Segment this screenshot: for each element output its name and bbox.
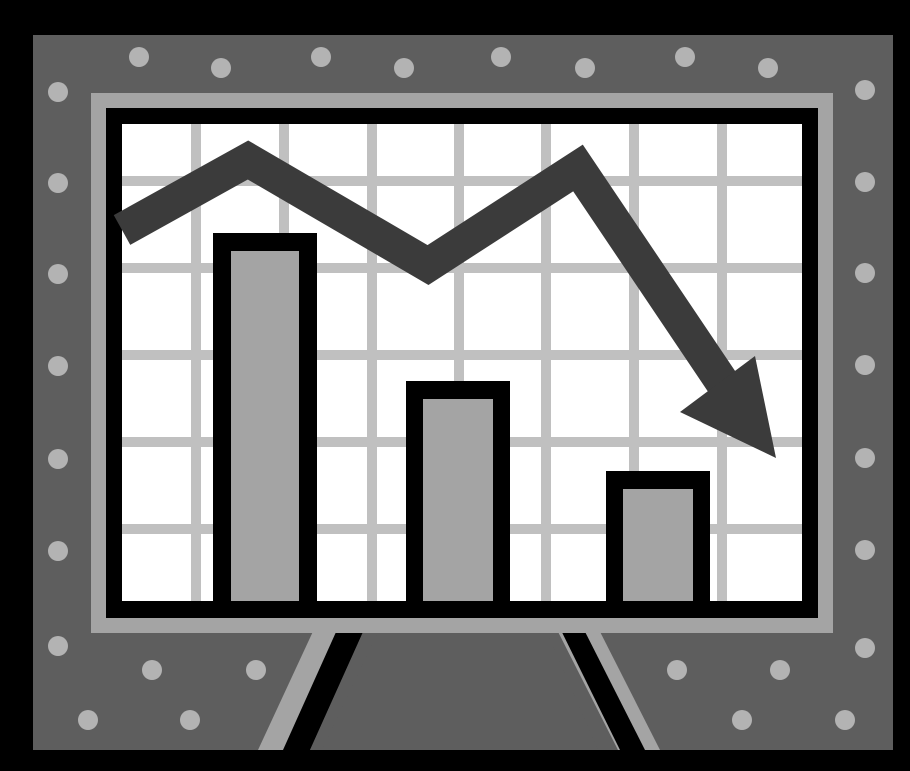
frame-dot bbox=[855, 80, 875, 100]
frame-dot bbox=[48, 82, 68, 102]
screen-bottom-edge bbox=[106, 601, 818, 618]
frame-dot bbox=[855, 355, 875, 375]
frame-dot bbox=[675, 47, 695, 67]
frame-dot bbox=[48, 541, 68, 561]
frame-dot bbox=[142, 660, 162, 680]
easel-legs bbox=[258, 612, 660, 750]
frame-dot bbox=[835, 710, 855, 730]
frame-dot bbox=[855, 263, 875, 283]
frame-dot bbox=[855, 638, 875, 658]
frame-dot bbox=[78, 710, 98, 730]
frame-dot bbox=[211, 58, 231, 78]
frame-dot bbox=[246, 660, 266, 680]
bar-2 bbox=[423, 399, 493, 601]
frame-dot bbox=[311, 47, 331, 67]
grid-line-vertical bbox=[191, 124, 201, 601]
frame-dot bbox=[855, 540, 875, 560]
easel-leg-right-shadow bbox=[552, 612, 645, 750]
frame-dot bbox=[575, 58, 595, 78]
bar-1 bbox=[231, 251, 299, 601]
frame-dot bbox=[770, 660, 790, 680]
frame-dot bbox=[667, 660, 687, 680]
frame-dot bbox=[48, 636, 68, 656]
frame-dot bbox=[48, 264, 68, 284]
trend-line bbox=[113, 140, 737, 392]
frame-dot bbox=[732, 710, 752, 730]
frame-dot bbox=[180, 710, 200, 730]
trend-arrowhead-icon bbox=[680, 356, 776, 458]
frame-dot bbox=[491, 47, 511, 67]
easel-leg-left-shadow bbox=[283, 612, 372, 750]
frame-dot bbox=[48, 356, 68, 376]
grid-line-vertical bbox=[629, 124, 639, 601]
frame-dot bbox=[855, 172, 875, 192]
frame-dot bbox=[48, 173, 68, 193]
frame-dot bbox=[48, 449, 68, 469]
bar-3 bbox=[623, 489, 693, 601]
grid-line-horizontal bbox=[122, 263, 802, 273]
frame-dot bbox=[394, 58, 414, 78]
grid-line-horizontal bbox=[122, 176, 802, 186]
frame-dot bbox=[758, 58, 778, 78]
grid-line-vertical bbox=[367, 124, 377, 601]
grid-line-vertical bbox=[454, 124, 464, 601]
easel-center-highlight bbox=[322, 628, 598, 750]
grid-line-vertical bbox=[541, 124, 551, 601]
grid-line-horizontal bbox=[122, 350, 802, 360]
frame-dot bbox=[855, 448, 875, 468]
bar-group bbox=[213, 233, 710, 617]
frame-dot bbox=[129, 47, 149, 67]
frame-dots bbox=[48, 47, 875, 730]
